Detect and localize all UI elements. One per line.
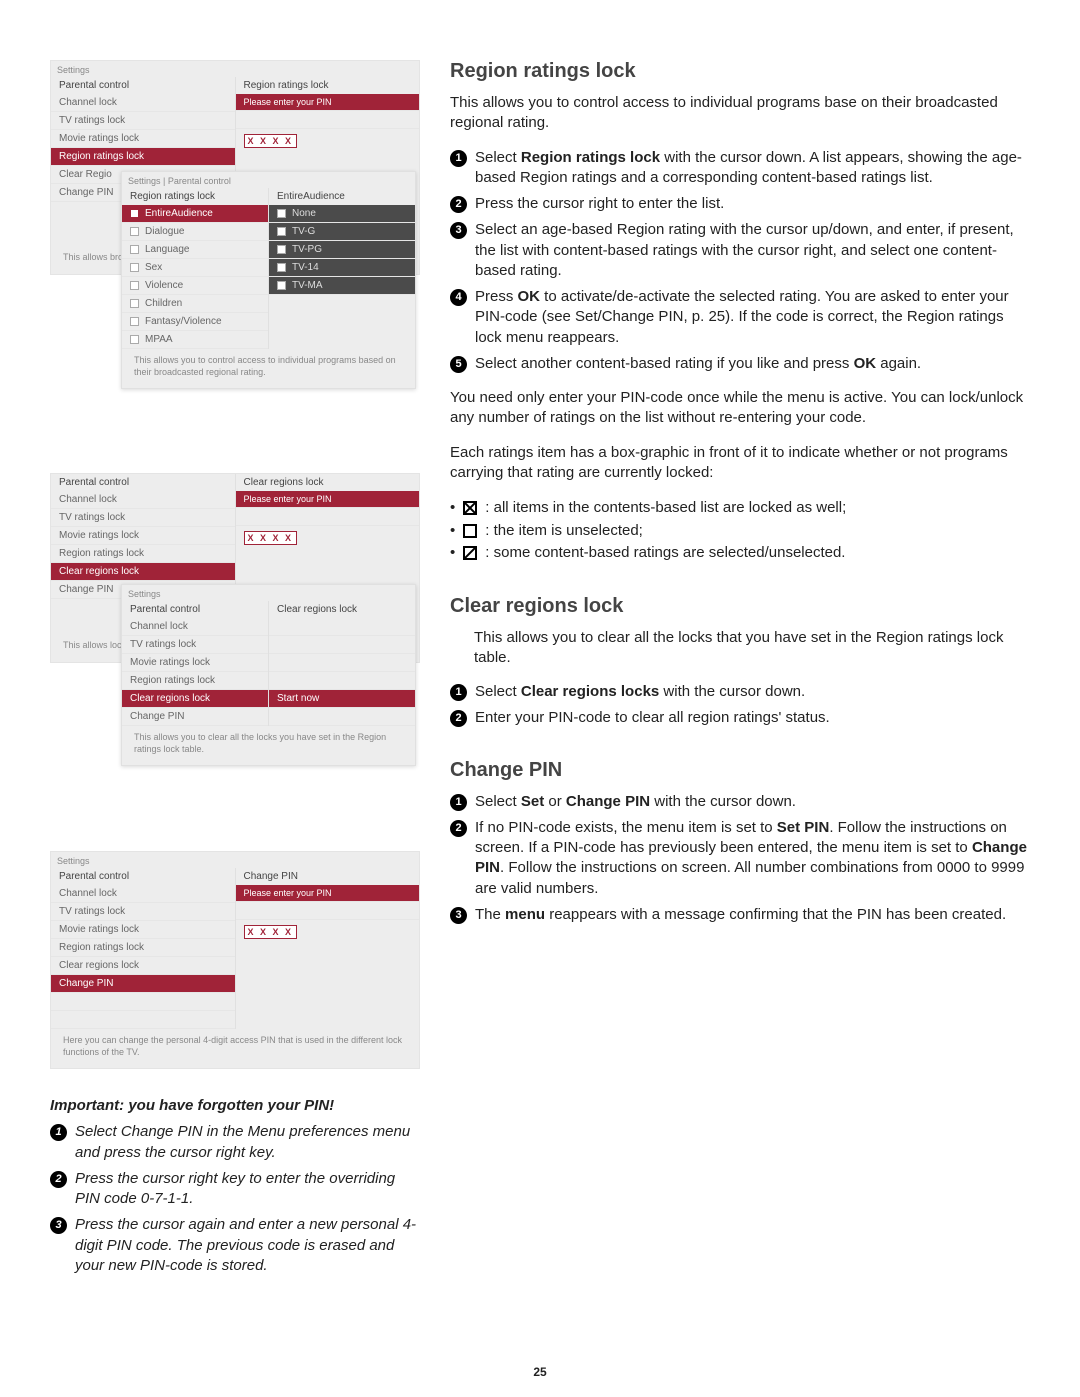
s1-step: Select Region ratings lock with the curs…: [475, 148, 1030, 189]
box-x-icon: [463, 501, 477, 515]
m1b-r: Sex: [145, 262, 162, 273]
menu3: Settings Parental control Channel lock T…: [50, 851, 420, 1069]
m1b-rr: TV-14: [292, 262, 319, 273]
m1b-r: Children: [145, 298, 182, 309]
m2-rh: Clear regions lock: [236, 474, 420, 491]
box-slash-icon: [463, 546, 477, 560]
forgot-step: Press the cursor again and enter a new p…: [75, 1215, 420, 1276]
s1-title: Region ratings lock: [450, 60, 1030, 83]
s2-intro: This allows you to clear all the locks t…: [474, 628, 1030, 669]
m2b-lh: Parental control: [122, 601, 268, 618]
s1-b: : some content-based ratings are selecte…: [485, 542, 845, 565]
box-empty-icon: [463, 524, 477, 538]
s2-title: Clear regions lock: [450, 595, 1030, 618]
s3-step: The menu reappears with a message confir…: [475, 905, 1006, 925]
s2-step: Select Clear regions locks with the curs…: [475, 682, 805, 702]
s1-post1: You need only enter your PIN-code once w…: [450, 388, 1030, 429]
m2-r: Region ratings lock: [51, 545, 235, 563]
forgot-step: Press the cursor right key to enter the …: [75, 1169, 420, 1210]
section-clear: Clear regions lock This allows you to cl…: [450, 595, 1030, 729]
m1b-rr: TV-PG: [292, 244, 322, 255]
s1-b: : all items in the contents-based list a…: [485, 497, 846, 520]
m1b-rh: EntireAudience: [269, 188, 415, 205]
m1-row: Channel lock: [51, 94, 235, 112]
m2b-r: Change PIN: [122, 708, 268, 726]
m2b-r: TV ratings lock: [122, 636, 268, 654]
forgot-title: Important: you have forgotten your PIN!: [50, 1097, 420, 1114]
menu2: Parental control Channel lock TV ratings…: [50, 473, 420, 663]
m2b-r-sel: Clear regions lock: [122, 690, 268, 708]
m3-foot: Here you can change the personal 4-digit…: [51, 1029, 419, 1068]
m1b-foot: This allows you to control access to ind…: [122, 349, 415, 388]
m1b-lh: Region ratings lock: [122, 188, 268, 205]
m2-r: Channel lock: [51, 491, 235, 509]
m1b-r: Fantasy/Violence: [145, 316, 222, 327]
m3-pin: Please enter your PIN: [236, 885, 420, 902]
m2-pin: Please enter your PIN: [236, 491, 420, 508]
m1-pinmask: X X X X: [244, 134, 298, 148]
m3-r: Channel lock: [51, 885, 235, 903]
m2-r: TV ratings lock: [51, 509, 235, 527]
m3-r: Movie ratings lock: [51, 921, 235, 939]
m1b-hdr: Settings | Parental control: [122, 172, 415, 188]
menu1-hdr: Settings: [51, 61, 419, 77]
s3-step: If no PIN-code exists, the menu item is …: [475, 818, 1030, 899]
m1-row-sel: Region ratings lock: [51, 148, 235, 166]
m3-r: Region ratings lock: [51, 939, 235, 957]
m2b-r: Region ratings lock: [122, 672, 268, 690]
m3-r: Clear regions lock: [51, 957, 235, 975]
forgot-step: Select Change PIN in the Menu preference…: [75, 1122, 420, 1163]
m3-rh: Change PIN: [236, 868, 420, 885]
m2-r: Movie ratings lock: [51, 527, 235, 545]
s3-step: Select Set or Change PIN with the cursor…: [475, 792, 796, 812]
m1b-rr: None: [292, 208, 316, 219]
menu1: Settings Parental control Channel lock T…: [50, 60, 420, 275]
m1b-r: MPAA: [145, 334, 173, 345]
m1-pinprompt: Please enter your PIN: [236, 94, 420, 111]
m2-mask: X X X X: [244, 531, 298, 545]
section-changepin: Change PIN 1Select Set or Change PIN wit…: [450, 759, 1030, 926]
page-number: 25: [0, 1365, 1080, 1379]
m3-mask: X X X X: [244, 925, 298, 939]
menu2-overlay: Settings Parental control Channel lock T…: [121, 584, 416, 766]
m1-row: Movie ratings lock: [51, 130, 235, 148]
s2-step: Enter your PIN-code to clear all region …: [475, 708, 830, 728]
s1-b: : the item is unselected;: [485, 520, 643, 543]
m3-r-sel: Change PIN: [51, 975, 235, 993]
m1-righthdr: Region ratings lock: [236, 77, 420, 94]
m2b-r: Movie ratings lock: [122, 654, 268, 672]
s1-step: Select an age-based Region rating with t…: [475, 220, 1030, 281]
m3-lh: Parental control: [51, 868, 235, 885]
m1-lefthdr: Parental control: [51, 77, 235, 94]
m1b-r: Language: [145, 244, 190, 255]
s1-step: Select another content-based rating if y…: [475, 354, 921, 374]
forgot-block: Important: you have forgotten your PIN! …: [50, 1097, 420, 1276]
s3-title: Change PIN: [450, 759, 1030, 782]
s1-step: Press OK to activate/de-activate the sel…: [475, 287, 1030, 348]
s1-post2: Each ratings item has a box-graphic in f…: [450, 443, 1030, 484]
m1b-r: EntireAudience: [145, 208, 213, 219]
menu1-overlay: Settings | Parental control Region ratin…: [121, 171, 416, 389]
m2b-rh: Clear regions lock: [269, 601, 415, 618]
section-region: Region ratings lock This allows you to c…: [450, 60, 1030, 565]
m2b-r: Channel lock: [122, 618, 268, 636]
m2-lh: Parental control: [51, 474, 235, 491]
m1b-r: Dialogue: [145, 226, 184, 237]
m1b-r: Violence: [145, 280, 183, 291]
m2-r-sel: Clear regions lock: [51, 563, 235, 581]
s1-intro: This allows you to control access to ind…: [450, 93, 1030, 134]
m2b-hdr: Settings: [122, 585, 415, 601]
m2b-foot: This allows you to clear all the locks y…: [122, 726, 415, 765]
m3-hdr: Settings: [51, 852, 419, 868]
s1-step: Press the cursor right to enter the list…: [475, 194, 724, 214]
m1b-rr: TV-G: [292, 226, 315, 237]
m1-row: TV ratings lock: [51, 112, 235, 130]
m3-r: TV ratings lock: [51, 903, 235, 921]
m1b-rr: TV-MA: [292, 280, 323, 291]
m2b-start: Start now: [269, 690, 415, 708]
